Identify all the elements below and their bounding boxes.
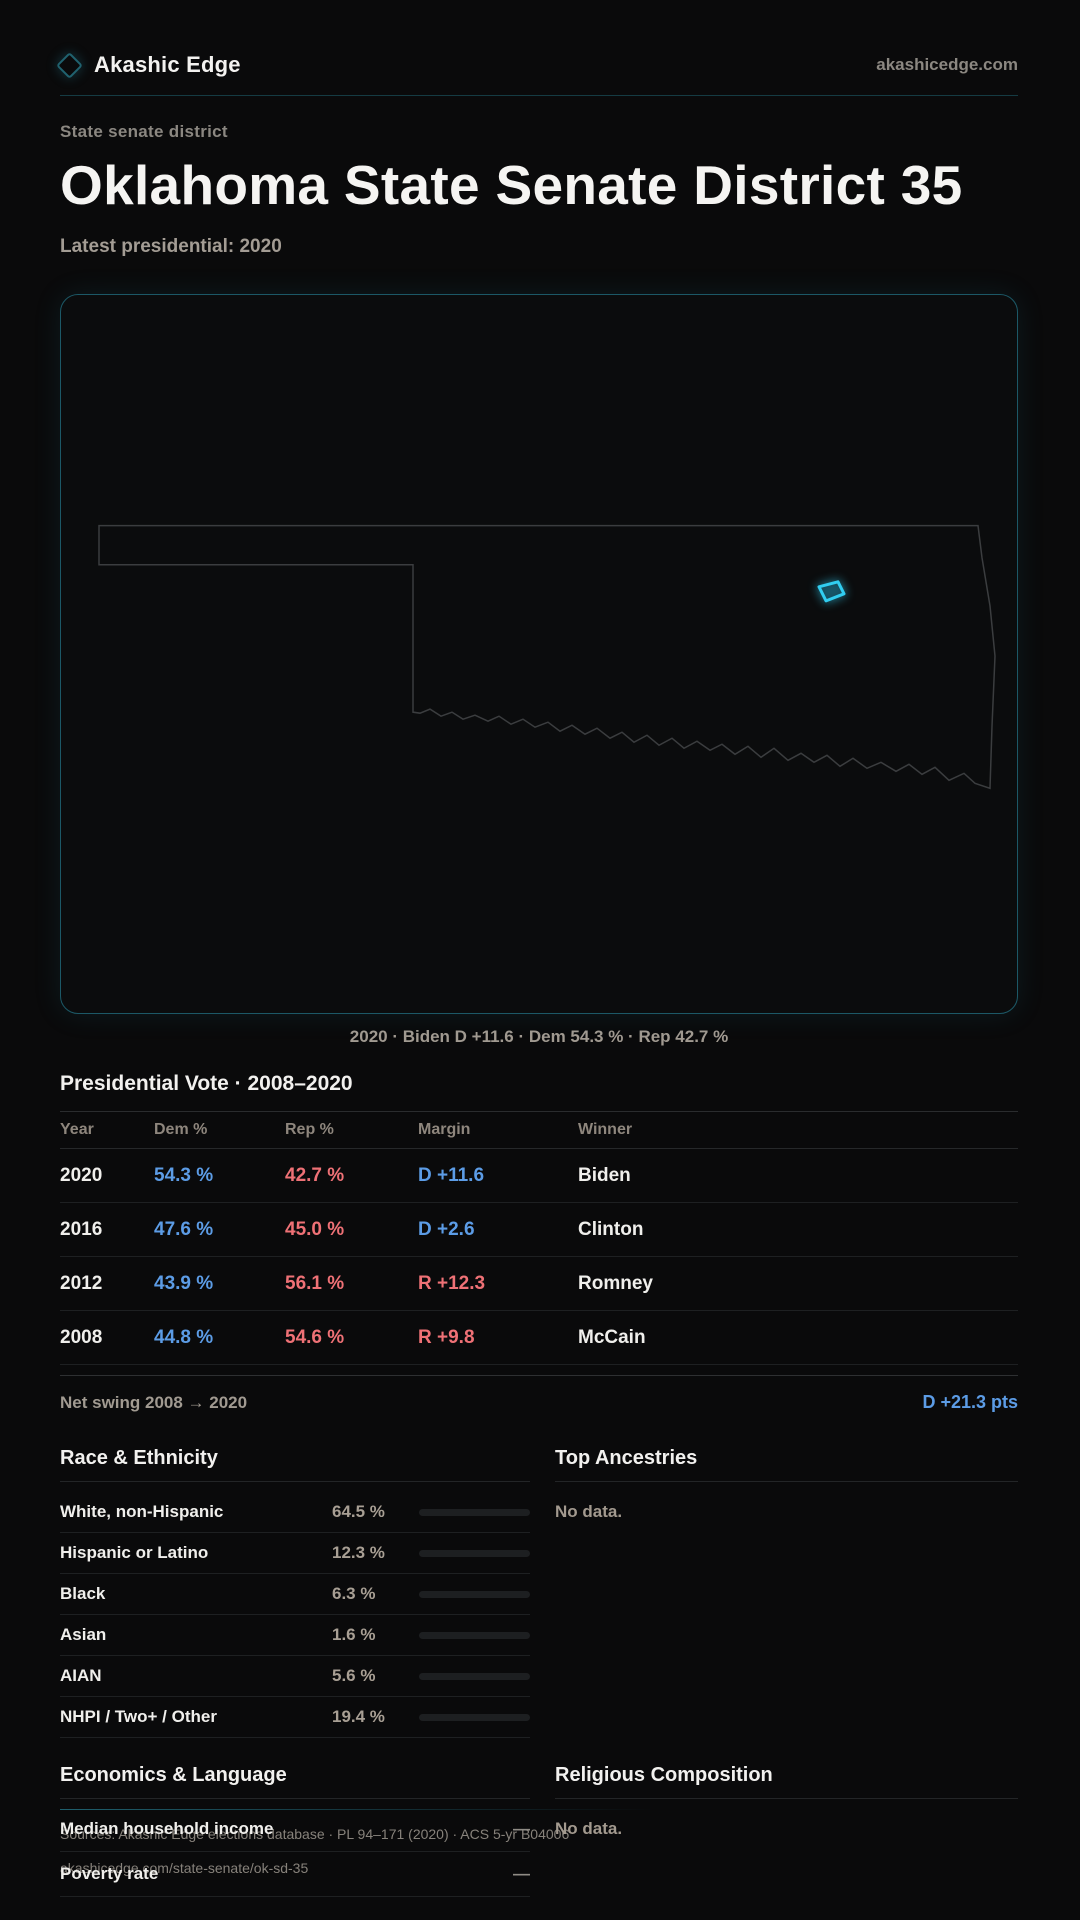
- vote-table-row: 2012 43.9 % 56.1 % R +12.3 Romney: [60, 1257, 1018, 1312]
- eyebrow-label: State senate district: [60, 122, 228, 141]
- page-title: Oklahoma State Senate District 35: [60, 154, 963, 216]
- cell-margin: R +12.3: [418, 1272, 486, 1294]
- race-bar-track: [419, 1549, 530, 1557]
- cell-year: 2016: [60, 1218, 103, 1240]
- race-ethnicity-section: Race & Ethnicity White, non-Hispanic 64.…: [60, 1447, 530, 1739]
- vote-table-body: 2020 54.3 % 42.7 % D +11.6 Biden 2016 47…: [60, 1149, 1018, 1366]
- race-value: 6.3 %: [332, 1584, 376, 1604]
- race-row: Black 6.3 %: [60, 1574, 530, 1616]
- cell-winner: Clinton: [578, 1218, 644, 1240]
- ancestries-section-title: Top Ancestries: [555, 1447, 1018, 1483]
- cell-margin: R +9.8: [418, 1326, 475, 1348]
- race-label: AIAN: [60, 1666, 102, 1686]
- race-value: 19.4 %: [332, 1707, 385, 1727]
- brand: Akashic Edge: [56, 51, 241, 79]
- footer-divider: [60, 1809, 1018, 1810]
- col-year: Year: [60, 1121, 94, 1139]
- economics-label: Poverty rate: [60, 1864, 159, 1884]
- race-value: 64.5 %: [332, 1502, 385, 1522]
- table-end-divider: [60, 1365, 1018, 1377]
- cell-rep-pct: 45.0 %: [285, 1218, 345, 1240]
- race-row: AIAN 5.6 %: [60, 1656, 530, 1698]
- race-bar-track: [419, 1590, 530, 1598]
- vote-table-row: 2016 47.6 % 45.0 % D +2.6 Clinton: [60, 1203, 1018, 1258]
- header-divider: [60, 95, 1018, 96]
- vote-table-header: Year Dem % Rep % Margin Winner: [60, 1112, 1018, 1150]
- cell-year: 2020: [60, 1164, 103, 1186]
- economics-value: —: [513, 1819, 530, 1839]
- col-rep: Rep %: [285, 1121, 334, 1139]
- vote-table: Year Dem % Rep % Margin Winner 2020 54.3…: [60, 1111, 1018, 1366]
- race-label: White, non-Hispanic: [60, 1502, 224, 1522]
- race-label: Black: [60, 1584, 106, 1604]
- cell-margin: D +11.6: [418, 1164, 485, 1186]
- header: Akashic Edge akashicedge.com: [56, 50, 1018, 80]
- race-bar-track: [419, 1713, 530, 1721]
- race-row: Asian 1.6 %: [60, 1615, 530, 1657]
- race-label: Asian: [60, 1625, 107, 1645]
- race-row: NHPI / Two+ / Other 19.4 %: [60, 1697, 530, 1739]
- cell-winner: Biden: [578, 1164, 631, 1186]
- cell-year: 2012: [60, 1272, 103, 1294]
- net-swing-label: Net swing 2008 → 2020: [60, 1392, 248, 1412]
- race-section-title: Race & Ethnicity: [60, 1447, 530, 1483]
- cell-margin: D +2.6: [418, 1218, 475, 1240]
- religion-no-data: No data.: [555, 1819, 623, 1839]
- diamond-logo-icon: [56, 51, 83, 79]
- ancestries-section: Top Ancestries No data.: [555, 1447, 1018, 1738]
- district-map-card: [60, 294, 1018, 1015]
- cell-year: 2008: [60, 1326, 103, 1348]
- economics-label: Median household income: [60, 1819, 274, 1839]
- col-margin: Margin: [418, 1121, 471, 1139]
- latest-presidential-note: Latest presidential: 2020: [60, 236, 282, 258]
- race-value: 12.3 %: [332, 1543, 385, 1563]
- cell-rep-pct: 42.7 %: [285, 1164, 345, 1186]
- race-bar-track: [419, 1508, 530, 1516]
- economics-section: Economics & Language Median household in…: [60, 1764, 530, 1898]
- economics-section-title: Economics & Language: [60, 1764, 530, 1800]
- page-footer: Sources: Akashic Edge elections database…: [60, 1809, 1018, 1876]
- net-swing-row: Net swing 2008 → 2020 D +21.3 pts: [60, 1376, 1018, 1413]
- cell-rep-pct: 56.1 %: [285, 1272, 345, 1294]
- net-swing-value: D +21.3 pts: [922, 1392, 1018, 1413]
- race-value: 1.6 %: [332, 1625, 376, 1645]
- ancestries-no-data: No data.: [555, 1502, 623, 1522]
- race-label: NHPI / Two+ / Other: [60, 1707, 217, 1727]
- col-dem: Dem %: [154, 1121, 208, 1139]
- cell-dem-pct: 44.8 %: [154, 1326, 214, 1348]
- cell-dem-pct: 43.9 %: [154, 1272, 214, 1294]
- economics-row: Median household income —: [60, 1807, 530, 1853]
- site-domain: akashicedge.com: [876, 55, 1018, 74]
- race-bar-track: [419, 1631, 530, 1639]
- cell-rep-pct: 54.6 %: [285, 1326, 345, 1348]
- col-winner: Winner: [578, 1121, 633, 1139]
- economics-rows: Median household income — Poverty rate —: [60, 1799, 530, 1898]
- cell-winner: Romney: [578, 1272, 653, 1294]
- race-label: Hispanic or Latino: [60, 1543, 209, 1563]
- vote-table-row: 2020 54.3 % 42.7 % D +11.6 Biden: [60, 1149, 1018, 1204]
- vote-table-title: Presidential Vote · 2008–2020: [60, 1072, 353, 1096]
- permalink: akashicedge.com/state-senate/ok-sd-35: [60, 1860, 309, 1876]
- cell-dem-pct: 47.6 %: [154, 1218, 214, 1240]
- sources-note: Sources: Akashic Edge elections database…: [60, 1826, 570, 1842]
- brand-name: Akashic Edge: [94, 52, 241, 77]
- vote-table-row: 2008 44.8 % 54.6 % R +9.8 McCain: [60, 1311, 1018, 1366]
- religion-section-title: Religious Composition: [555, 1764, 1018, 1800]
- cell-winner: McCain: [578, 1326, 646, 1348]
- religion-section: Religious Composition No data.: [555, 1764, 1018, 1897]
- economics-value: —: [513, 1864, 530, 1884]
- race-row: Hispanic or Latino 12.3 %: [60, 1533, 530, 1575]
- oklahoma-map: [98, 524, 996, 790]
- oklahoma-state-outline: [98, 524, 996, 790]
- district-35-shape: [817, 580, 846, 603]
- map-caption: 2020 · Biden D +11.6 · Dem 54.3 % · Rep …: [349, 1027, 729, 1047]
- economics-row: Poverty rate —: [60, 1852, 530, 1898]
- cell-dem-pct: 54.3 %: [154, 1164, 214, 1186]
- race-value: 5.6 %: [332, 1666, 376, 1686]
- race-bar-track: [419, 1672, 530, 1680]
- race-row: White, non-Hispanic 64.5 %: [60, 1492, 530, 1534]
- race-rows: White, non-Hispanic 64.5 % Hispanic or L…: [60, 1482, 530, 1739]
